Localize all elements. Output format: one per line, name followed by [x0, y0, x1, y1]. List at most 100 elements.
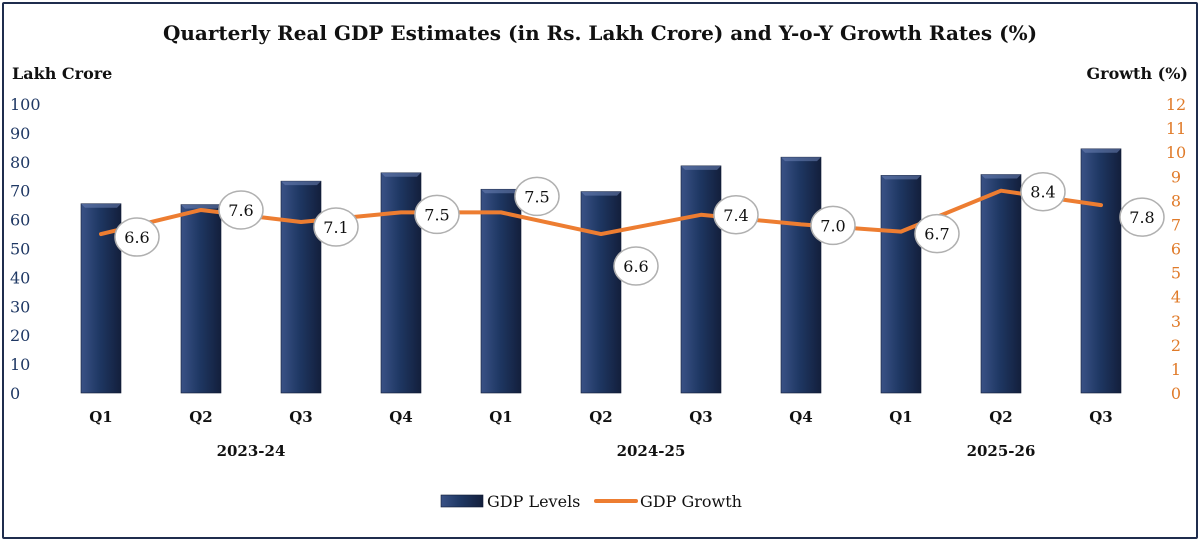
growth-label-8-bubble	[810, 205, 856, 246]
right-tick-8: 8	[1171, 191, 1181, 210]
growth-label-7-text: 7.4	[723, 206, 748, 225]
growth-label-2-bubble	[218, 190, 264, 230]
x-tick-11: Q3	[1089, 408, 1113, 426]
growth-label-7: 7.4	[713, 195, 759, 235]
growth-data-labels: 6.6 7.6 7.1 7.5 7.5 6.6 7.4 7.0 6.7 8.4 7.8	[114, 171, 1165, 286]
right-tick-11: 11	[1166, 119, 1186, 138]
right-axis-title: Growth (%)	[1087, 64, 1188, 83]
bar-8-bevel	[781, 157, 821, 162]
right-tick-3: 3	[1171, 312, 1181, 331]
growth-label-4-text: 7.5	[424, 205, 449, 224]
left-tick-90: 90	[10, 124, 30, 143]
growth-label-5: 7.5	[514, 176, 560, 217]
growth-label-7-bubble	[713, 195, 759, 235]
growth-label-6-text: 6.6	[623, 257, 648, 276]
bar-6	[580, 191, 622, 394]
bar-6-bevel	[581, 191, 621, 196]
growth-label-10-text: 8.4	[1030, 183, 1055, 202]
bar-7-body	[680, 165, 722, 394]
left-tick-100: 100	[10, 95, 41, 114]
growth-label-2-text: 7.6	[228, 201, 253, 220]
x-tick-9: Q1	[889, 408, 913, 426]
x-tick-7: Q3	[689, 408, 713, 426]
growth-label-11-bubble	[1119, 197, 1165, 237]
left-tick-70: 70	[10, 182, 30, 201]
growth-label-9-text: 6.7	[924, 225, 949, 244]
growth-label-6-bubble	[613, 246, 659, 286]
bar-series-gdp-levels	[80, 148, 1122, 394]
bar-2	[180, 204, 222, 394]
growth-label-11: 7.8	[1119, 197, 1165, 237]
bar-2-body	[180, 204, 222, 394]
bar-3-body	[280, 180, 322, 394]
growth-label-9-bubble	[914, 213, 960, 254]
left-axis-ticks: 0 10 20 30 40 50 60 70 80 90 100	[10, 95, 41, 403]
left-tick-80: 80	[10, 153, 30, 172]
growth-label-3: 7.1	[313, 207, 359, 247]
legend-swatch-gdp-levels	[440, 494, 484, 508]
bar-1-bevel	[81, 203, 121, 208]
left-tick-20: 20	[10, 326, 30, 345]
bar-11-bevel	[1081, 148, 1121, 153]
growth-label-1-text: 6.6	[124, 228, 149, 247]
bar-6-body	[580, 191, 622, 394]
right-tick-4: 4	[1171, 288, 1181, 307]
x-tick-5: Q1	[489, 408, 513, 426]
group-label-2024-25: 2024-25	[617, 442, 686, 460]
right-tick-0: 0	[1171, 384, 1181, 403]
right-tick-1: 1	[1171, 360, 1181, 379]
growth-label-10-bubble	[1020, 171, 1066, 212]
bar-8	[780, 156, 822, 394]
growth-label-3-bubble	[313, 207, 359, 247]
growth-label-5-text: 7.5	[524, 187, 549, 206]
right-tick-12: 12	[1166, 95, 1186, 114]
x-tick-10: Q2	[989, 408, 1013, 426]
left-tick-50: 50	[10, 240, 30, 259]
growth-label-11-text: 7.8	[1129, 208, 1154, 227]
left-tick-60: 60	[10, 211, 30, 230]
bar-3-bevel	[281, 181, 321, 186]
growth-label-1-bubble	[114, 217, 160, 257]
growth-label-4: 7.5	[414, 194, 460, 235]
bar-7	[680, 165, 722, 394]
group-label-2025-26: 2025-26	[967, 442, 1036, 460]
bar-5	[480, 188, 522, 394]
bar-4	[380, 172, 422, 394]
bar-4-body	[380, 172, 422, 394]
group-label-2023-24: 2023-24	[217, 442, 286, 460]
bar-5-bevel	[481, 189, 521, 194]
x-tick-6: Q2	[589, 408, 613, 426]
x-tick-1: Q1	[89, 408, 113, 426]
growth-label-2: 7.6	[218, 190, 264, 230]
right-tick-9: 9	[1171, 167, 1181, 186]
legend: GDP Levels GDP Growth	[440, 492, 742, 511]
growth-label-3-text: 7.1	[323, 218, 348, 237]
bar-11-body	[1080, 148, 1122, 394]
legend-label-gdp-levels: GDP Levels	[487, 492, 580, 511]
growth-label-9: 6.7	[914, 213, 960, 254]
right-tick-2: 2	[1171, 336, 1181, 355]
chart-title: Quarterly Real GDP Estimates (in Rs. Lak…	[163, 21, 1037, 45]
growth-label-5-bubble	[514, 176, 560, 217]
left-axis-title: Lakh Crore	[12, 64, 112, 83]
right-tick-5: 5	[1171, 264, 1181, 283]
growth-label-1: 6.6	[114, 217, 160, 257]
year-group-labels: 2023-24 2024-25 2025-26	[217, 442, 1036, 460]
growth-label-6: 6.6	[613, 246, 659, 286]
bar-4-bevel	[381, 172, 421, 177]
x-axis-ticks: Q1 Q2 Q3 Q4 Q1 Q2 Q3 Q4 Q1 Q2 Q3	[89, 408, 1113, 426]
legend-label-gdp-growth: GDP Growth	[640, 492, 742, 511]
growth-label-4-bubble	[414, 194, 460, 235]
bar-9	[880, 175, 922, 394]
bar-7-bevel	[681, 165, 721, 170]
growth-label-10: 8.4	[1020, 171, 1066, 212]
left-tick-40: 40	[10, 268, 30, 287]
x-tick-8: Q4	[789, 408, 813, 426]
bar-10-bevel	[981, 174, 1021, 179]
bar-2-bevel	[181, 204, 221, 209]
x-tick-2: Q2	[189, 408, 213, 426]
bar-8-body	[780, 156, 822, 394]
bar-9-body	[880, 175, 922, 394]
